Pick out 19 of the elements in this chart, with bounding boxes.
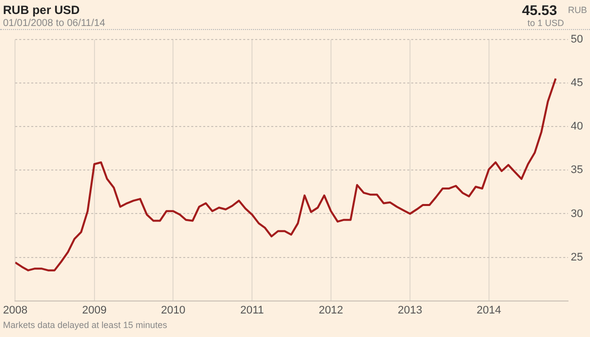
x-tick-label: 2011 [240, 304, 264, 316]
chart-subtitle: 01/01/2008 to 06/11/14 [3, 18, 106, 29]
y-tick-label: 45 [570, 77, 584, 90]
x-tick-label: 2008 [2, 304, 28, 316]
x-tick-label: 2010 [160, 304, 186, 316]
chart-title: RUB per USD [3, 3, 80, 17]
y-tick-label: 30 [570, 208, 584, 220]
y-tick-label: 35 [570, 164, 584, 176]
y-tick-label: 40 [570, 120, 584, 133]
x-tick-label: 2009 [82, 304, 107, 316]
text: Markets data delayed at least 15 minutes [3, 320, 168, 330]
text: RUB [568, 5, 587, 15]
x-tick-label: 2012 [318, 304, 344, 316]
text: to 1 USD [527, 18, 564, 28]
text: 45.53 [522, 2, 557, 18]
x-tick-label: 2013 [398, 304, 422, 316]
y-tick-label: 50 [570, 34, 584, 46]
y-tick-label: 25 [570, 251, 584, 264]
x-tick-label: 2014 [476, 304, 502, 316]
